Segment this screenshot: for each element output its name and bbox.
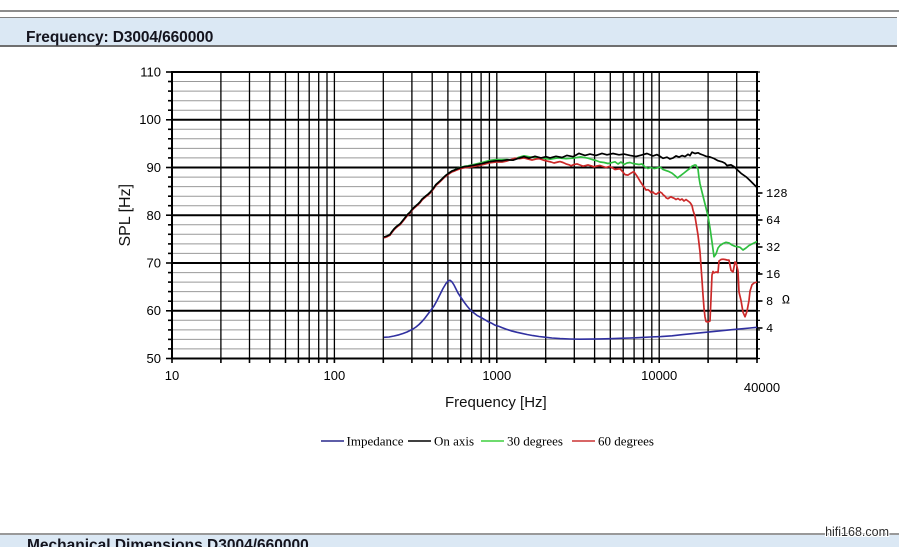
svg-text:On axis: On axis (434, 434, 474, 449)
svg-text:8: 8 (766, 295, 773, 309)
svg-text:Impedance: Impedance (347, 434, 404, 449)
svg-text:40000: 40000 (744, 380, 780, 395)
svg-text:1000: 1000 (482, 368, 511, 383)
svg-text:60 degrees: 60 degrees (598, 434, 654, 449)
svg-text:16: 16 (766, 268, 780, 282)
svg-text:80: 80 (147, 208, 161, 223)
svg-text:SPL [Hz]: SPL [Hz] (117, 184, 134, 247)
svg-text:10000: 10000 (641, 368, 677, 383)
svg-text:Ω: Ω (782, 293, 790, 308)
svg-text:100: 100 (324, 368, 346, 383)
svg-text:90: 90 (147, 160, 161, 175)
svg-text:64: 64 (766, 214, 780, 228)
svg-text:50: 50 (147, 351, 161, 366)
svg-text:10: 10 (165, 368, 179, 383)
svg-text:4: 4 (766, 322, 773, 336)
svg-text:30 degrees: 30 degrees (507, 434, 563, 449)
svg-text:100: 100 (139, 112, 161, 127)
svg-text:32: 32 (766, 241, 780, 255)
svg-text:Frequency [Hz]: Frequency [Hz] (445, 394, 547, 411)
svg-text:128: 128 (766, 187, 788, 201)
svg-text:70: 70 (147, 256, 161, 271)
svg-text:110: 110 (140, 65, 161, 80)
svg-text:60: 60 (147, 303, 161, 318)
